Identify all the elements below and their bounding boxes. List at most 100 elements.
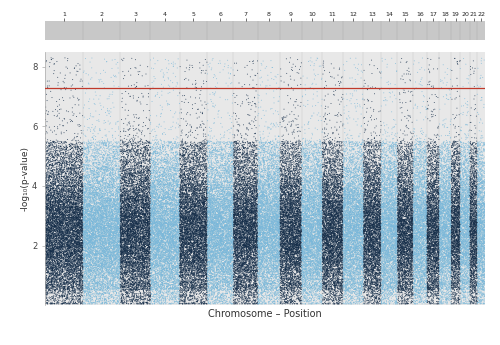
- Point: [274, 167, 282, 172]
- Point: [216, 209, 224, 214]
- Point: [102, 248, 110, 254]
- Point: [404, 260, 411, 266]
- Point: [418, 290, 426, 296]
- Point: [60, 98, 68, 103]
- Point: [226, 231, 234, 236]
- Point: [107, 258, 115, 264]
- Point: [254, 290, 262, 296]
- Point: [378, 205, 386, 211]
- Point: [86, 260, 94, 266]
- Point: [96, 247, 104, 252]
- Point: [128, 243, 136, 248]
- Point: [42, 275, 50, 280]
- Point: [183, 201, 191, 207]
- Point: [48, 206, 56, 212]
- Point: [110, 218, 118, 224]
- Point: [82, 240, 90, 246]
- Point: [124, 219, 132, 225]
- Point: [56, 252, 64, 257]
- Point: [474, 229, 482, 234]
- Point: [262, 289, 270, 294]
- Point: [310, 270, 318, 276]
- Point: [272, 259, 280, 264]
- Point: [119, 276, 127, 281]
- Point: [147, 180, 155, 186]
- Point: [196, 300, 204, 305]
- Point: [297, 273, 305, 279]
- Point: [348, 199, 356, 205]
- Point: [258, 201, 266, 207]
- Point: [212, 182, 220, 187]
- Point: [350, 186, 358, 191]
- Point: [170, 228, 178, 233]
- Point: [340, 231, 347, 237]
- Point: [480, 185, 488, 190]
- Point: [156, 231, 164, 237]
- Point: [368, 221, 376, 227]
- Point: [76, 218, 84, 223]
- Point: [136, 237, 144, 243]
- Point: [323, 241, 331, 246]
- Point: [368, 243, 376, 248]
- Point: [443, 231, 451, 237]
- Point: [439, 234, 447, 239]
- Point: [340, 236, 348, 241]
- Point: [180, 250, 188, 256]
- Point: [148, 220, 156, 226]
- Point: [428, 251, 436, 256]
- Point: [267, 172, 275, 178]
- Point: [64, 246, 72, 252]
- Point: [235, 174, 243, 179]
- Point: [376, 217, 384, 223]
- Point: [252, 217, 260, 222]
- Point: [431, 203, 439, 208]
- Point: [368, 243, 376, 249]
- Point: [115, 195, 123, 200]
- Point: [93, 215, 101, 220]
- Point: [49, 214, 57, 219]
- Point: [477, 178, 485, 183]
- Point: [235, 250, 243, 255]
- Point: [420, 201, 428, 207]
- Point: [311, 281, 319, 287]
- Point: [397, 208, 405, 213]
- Point: [301, 216, 309, 222]
- Point: [480, 203, 488, 209]
- Point: [56, 219, 64, 224]
- Point: [410, 238, 418, 244]
- Point: [90, 235, 98, 240]
- Point: [322, 268, 330, 273]
- Point: [296, 277, 304, 282]
- Point: [444, 259, 452, 265]
- Point: [256, 224, 264, 230]
- Point: [118, 194, 126, 199]
- Point: [254, 274, 262, 279]
- Point: [123, 238, 131, 244]
- Point: [183, 195, 191, 201]
- Point: [215, 193, 223, 198]
- Point: [343, 275, 351, 280]
- Point: [111, 149, 119, 154]
- Point: [355, 164, 363, 170]
- Point: [98, 203, 106, 209]
- Point: [54, 264, 62, 269]
- Point: [50, 298, 58, 304]
- Point: [382, 231, 390, 237]
- Point: [403, 204, 411, 209]
- Point: [112, 266, 120, 272]
- Point: [340, 266, 348, 272]
- Point: [333, 205, 341, 211]
- Point: [427, 216, 435, 221]
- Point: [445, 170, 453, 175]
- Point: [320, 114, 328, 119]
- Point: [350, 279, 358, 285]
- Point: [381, 187, 389, 193]
- Point: [152, 275, 160, 280]
- Point: [418, 215, 426, 220]
- Point: [230, 259, 238, 265]
- Point: [418, 295, 426, 300]
- Point: [446, 251, 454, 257]
- Point: [76, 239, 84, 245]
- Point: [248, 243, 256, 248]
- Point: [129, 232, 137, 237]
